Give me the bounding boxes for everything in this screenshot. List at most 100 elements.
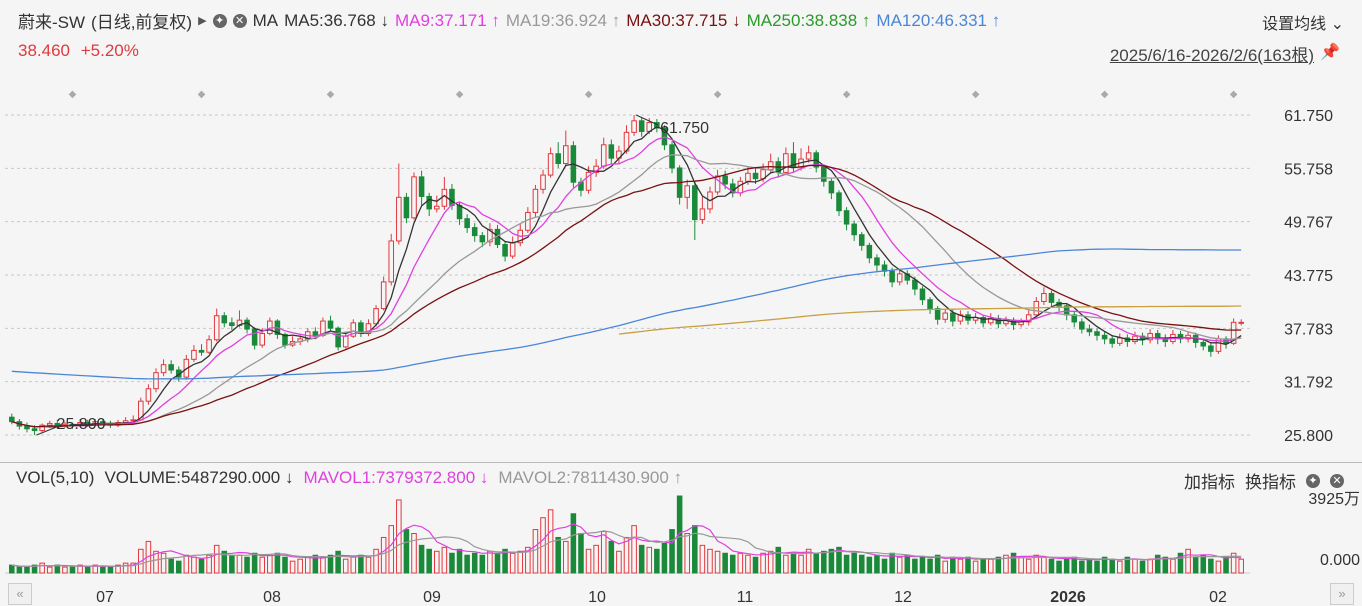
volume-bar — [980, 558, 986, 574]
volume-bar — [24, 566, 30, 574]
candle-body — [684, 185, 690, 198]
candle-body — [403, 196, 410, 219]
volume-bar — [1147, 558, 1153, 574]
candle-body — [221, 315, 228, 324]
candle-body — [858, 234, 865, 246]
event-marker: ◆ — [714, 89, 722, 100]
volume-bar — [1124, 556, 1131, 574]
candle-body — [1117, 337, 1123, 344]
ma-settings-button[interactable]: 设置均线 ⌄ — [1262, 16, 1344, 33]
candle-body — [198, 349, 205, 353]
price-grid — [5, 114, 1250, 574]
candle-body — [1086, 328, 1093, 333]
gear-icon[interactable]: ✦ — [1306, 473, 1320, 488]
ma-legend: 蔚来-SW (日线,前复权) ▶ ✦ ✕ MA MA5:36.768 ↓ MA9:… — [18, 8, 1000, 33]
volume-bar — [274, 552, 281, 574]
x-tick-label: 08 — [263, 589, 281, 606]
ma-items: MA5:36.768 ↓ MA9:37.171 ↑ MA19:36.924 ↑ MA3… — [284, 11, 1000, 31]
volume-bar — [532, 529, 539, 574]
volume-bar — [585, 548, 592, 574]
mavol2-value: MAVOL2:7811430.900 ↑ — [498, 468, 683, 487]
y-tick-label: 25.800 — [1284, 428, 1333, 445]
candle-body — [168, 364, 174, 371]
switch-indicator-button[interactable]: 换指标 — [1245, 473, 1296, 492]
y-tick-label: 61.750 — [1284, 108, 1333, 125]
candle-body — [752, 172, 759, 180]
high-arrow — [635, 114, 659, 126]
chevron-down-icon: ⌄ — [1326, 16, 1344, 33]
candle-body — [942, 312, 949, 320]
play-icon[interactable]: ▶ — [198, 15, 207, 27]
vol-zero-label: 0.000 — [1320, 552, 1360, 569]
volume-bar — [229, 554, 235, 574]
candle-body — [441, 188, 448, 207]
gear-icon[interactable]: ✦ — [212, 13, 227, 28]
date-range[interactable]: 2025/6/16-2026/2/6(163根) — [1109, 46, 1314, 65]
volume-value: VOLUME:5487290.000 ↓ — [104, 468, 294, 487]
volume-tools: 加指标 换指标 ✦ ✕ — [1184, 468, 1344, 493]
close-icon[interactable]: ✕ — [1330, 473, 1344, 488]
volume-bar — [555, 536, 561, 574]
volume-bar — [251, 552, 258, 574]
volume-bar — [433, 550, 440, 574]
volume-bar — [616, 550, 622, 574]
candle-body — [745, 172, 751, 182]
candle-body — [547, 153, 554, 176]
candle-body — [160, 364, 167, 374]
candle-body — [1132, 335, 1138, 343]
event-marker: ◆ — [1101, 89, 1109, 100]
candle-body — [39, 424, 45, 432]
candles — [9, 115, 1244, 435]
volume-bar — [1200, 554, 1207, 574]
candle-body — [456, 204, 463, 220]
pin-icon[interactable]: 📌 — [1320, 44, 1340, 61]
ma-lines — [11, 126, 1242, 428]
volume-bar — [487, 550, 493, 574]
candle-body — [1200, 341, 1207, 347]
x-tick-label: 10 — [588, 589, 606, 606]
candle-body — [9, 416, 15, 423]
ma-item-5: MA120:46.331 ↑ — [876, 10, 1001, 30]
volume-bar — [737, 552, 744, 574]
volume-bar — [168, 558, 174, 574]
candle-body — [1238, 321, 1244, 324]
x-tick-label: 11 — [737, 589, 754, 606]
volume-bar — [1018, 556, 1024, 574]
candle-body — [433, 205, 440, 210]
current-price: 38.460 — [18, 41, 70, 60]
ma-item-3: MA30:37.715 ↓ — [626, 10, 741, 30]
close-icon[interactable]: ✕ — [232, 13, 247, 28]
candle-body — [540, 174, 546, 190]
volume-bar — [1185, 548, 1191, 574]
scroll-left-button[interactable]: « — [8, 583, 32, 605]
volume-bar — [851, 552, 857, 574]
volume-bar — [441, 546, 448, 574]
candle-body — [251, 328, 258, 346]
ma9-line — [11, 136, 1242, 428]
y-tick-label: 55.758 — [1284, 161, 1333, 178]
x-tick-label: 02 — [1209, 589, 1227, 606]
candle-body — [692, 185, 698, 221]
candle-body — [396, 196, 402, 242]
volume-legend: VOL(5,10) VOLUME:5487290.000 ↓ MAVOL1:73… — [16, 468, 682, 488]
stock-title[interactable]: 蔚来-SW — [18, 13, 86, 32]
volume-bar — [198, 558, 205, 574]
volume-bar — [767, 550, 774, 574]
ma250-line — [618, 305, 1242, 335]
volume-bar — [115, 564, 121, 574]
volume-bar — [335, 550, 341, 574]
volume-bar — [775, 546, 782, 574]
candle-body — [24, 425, 30, 430]
volume-bar — [267, 554, 273, 574]
volume-bar — [1238, 558, 1244, 574]
volume-bar — [729, 554, 736, 574]
volume-bar — [191, 556, 197, 574]
add-indicator-button[interactable]: 加指标 — [1184, 473, 1235, 492]
volume-bar — [813, 552, 820, 574]
volume-bar — [707, 548, 713, 574]
candle-body — [654, 122, 660, 129]
volume-bar — [1041, 556, 1047, 574]
x-tick-label: 2026 — [1050, 589, 1086, 606]
scroll-right-button[interactable]: » — [1330, 583, 1354, 605]
